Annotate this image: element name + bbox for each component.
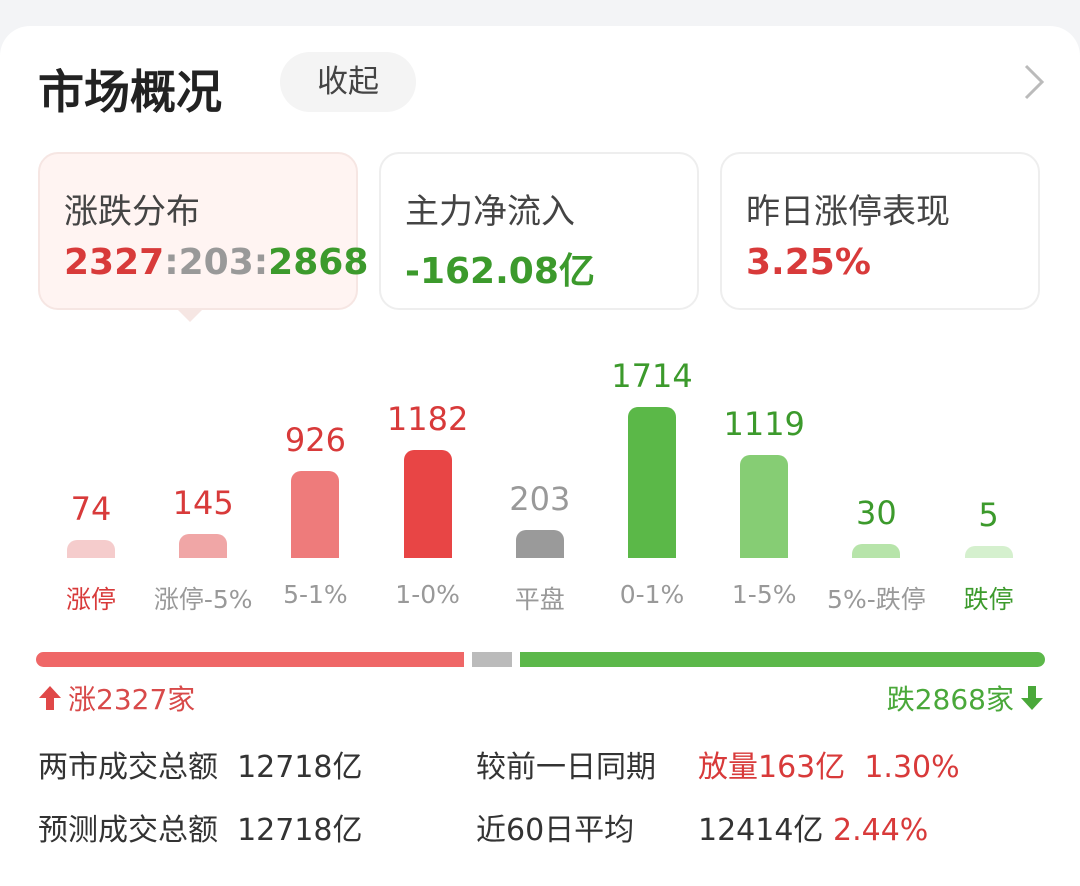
bar-1 (179, 534, 228, 558)
up-summary: 涨2327家 (38, 678, 195, 718)
value-label: 74 (70, 489, 112, 528)
category-label: 涨停-5% (153, 585, 253, 614)
bar-4 (515, 529, 564, 558)
tile-yesterday-limit-up[interactable]: 昨日涨停表现 3.25% (720, 152, 1040, 310)
separator: : (164, 242, 179, 283)
stat-compare: 较前一日同期 放量163亿 1.30% (476, 742, 960, 786)
stat-pct: 1.30% (864, 750, 960, 785)
category-label: 1-0% (395, 580, 460, 609)
arrow-up-icon (39, 686, 61, 710)
value-label: 30 (856, 493, 897, 532)
stat-value: 放量163亿 (698, 750, 846, 785)
tile-value: 3.25% (746, 242, 871, 283)
value-label: 203 (509, 479, 571, 518)
category-label: 跌停 (963, 585, 1014, 614)
bar-3 (403, 450, 452, 558)
bar-0 (67, 539, 115, 558)
stat-label: 较前一日同期 (476, 750, 656, 785)
stat-value: 12414亿 (698, 813, 824, 848)
category-label: 平盘 (514, 585, 565, 614)
value-label: 1714 (611, 357, 693, 395)
bar-7 (852, 543, 901, 558)
category-label: 0-1% (619, 580, 685, 609)
category-label: 5%-跌停 (827, 585, 926, 614)
distribution-bar-chart: 74 涨停 145 涨停-5% 926 5-1% 1182 1-0% 203 平盘 1714 0-1%… (0, 340, 1080, 620)
tile-label: 主力净流入 (405, 192, 575, 232)
up-label: 涨2327家 (68, 683, 196, 716)
flat-count: 203 (178, 242, 254, 283)
stat-forecast: 预测成交总额 12718亿 (38, 805, 363, 849)
stat-average: 近60日平均 12414亿 2.44% (476, 805, 928, 849)
stat-label: 近60日平均 (476, 813, 635, 848)
separator: : (253, 242, 269, 283)
chevron-right-icon[interactable] (1018, 62, 1048, 102)
tile-label: 昨日涨停表现 (746, 192, 950, 232)
stat-label: 预测成交总额 (38, 813, 218, 848)
stat-pct: 2.44% (832, 813, 929, 848)
value-label: 145 (172, 484, 234, 523)
stat-value: 12718亿 (237, 750, 363, 785)
bar-8 (964, 545, 1013, 558)
ratio-up (36, 652, 465, 667)
category-label: 1-5% (731, 580, 797, 609)
category-label: 涨停 (65, 585, 116, 614)
down-count: 2868 (268, 242, 369, 283)
value-label: 1182 (386, 400, 469, 439)
stat-value: 12718亿 (237, 813, 363, 848)
stat-total: 两市成交总额 12718亿 (38, 742, 363, 786)
down-label: 跌2868家 (886, 683, 1014, 716)
page-title: 市场概况 (38, 65, 222, 119)
value-label: 926 (284, 420, 346, 459)
tile-main-net-inflow[interactable]: 主力净流入 -162.08亿 (379, 152, 699, 310)
collapse-button[interactable]: 收起 (280, 52, 416, 112)
ratio-down (520, 652, 1045, 667)
value-label: 1119 (723, 405, 805, 444)
tile-value: 2327:203:2868 (64, 242, 368, 283)
bar-2 (291, 470, 340, 558)
bar-5 (628, 407, 676, 558)
tile-value: -162.08亿 (405, 251, 595, 292)
down-summary: 跌2868家 (887, 678, 1044, 718)
arrow-down-icon (1021, 686, 1043, 710)
category-label: 5-1% (283, 580, 348, 609)
bar-6 (740, 455, 789, 558)
up-count: 2327 (64, 242, 165, 283)
stat-label: 两市成交总额 (38, 750, 218, 785)
tile-pointer (176, 308, 204, 322)
tile-rise-fall-distribution[interactable]: 涨跌分布 2327:203:2868 (38, 152, 368, 310)
tile-label: 涨跌分布 (64, 192, 200, 232)
value-label: 5 (978, 495, 999, 534)
ratio-flat (472, 652, 513, 667)
